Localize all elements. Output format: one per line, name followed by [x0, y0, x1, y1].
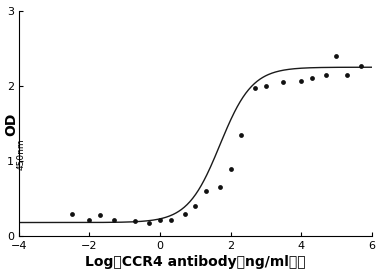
Point [157, 217, 163, 222]
Point [167, 217, 173, 222]
Point [227, 166, 233, 171]
Point [323, 73, 329, 77]
Point [181, 211, 188, 216]
Point [97, 213, 103, 217]
Point [146, 220, 152, 225]
Point [132, 219, 138, 223]
Point [263, 84, 269, 88]
X-axis label: Log（CCR4 antibody（ng/ml））: Log（CCR4 antibody（ng/ml）） [85, 255, 306, 269]
Point [298, 78, 304, 83]
Point [69, 211, 75, 216]
Point [203, 189, 209, 193]
Point [309, 76, 315, 81]
Point [252, 86, 258, 91]
Point [333, 54, 339, 58]
Text: 450nm: 450nm [16, 139, 26, 170]
Point [111, 217, 117, 222]
Point [217, 185, 223, 189]
Point [344, 73, 350, 77]
Point [192, 204, 198, 208]
Text: OD: OD [5, 113, 18, 136]
Point [280, 80, 286, 84]
Point [238, 132, 244, 137]
Point [358, 63, 364, 68]
Point [86, 217, 92, 222]
